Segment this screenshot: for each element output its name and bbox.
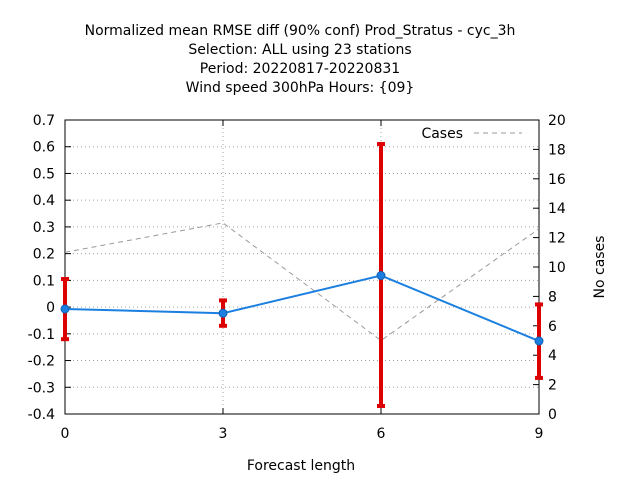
y2-tick-label: 12 — [548, 231, 566, 247]
y-tick-label: 0.1 — [33, 273, 55, 289]
y2-tick-label: 14 — [548, 201, 566, 217]
y2-axis-label: No cases — [592, 236, 608, 299]
data-point — [218, 308, 228, 318]
x-axis-label: Forecast length — [247, 458, 355, 474]
y2-tick-label: 20 — [548, 113, 566, 129]
title-line-3: Period: 20220817-20220831 — [200, 61, 400, 77]
y-tick-label: -0.4 — [28, 407, 55, 423]
y-tick-label: -0.2 — [28, 354, 55, 370]
title-line-2: Selection: ALL using 23 stations — [188, 42, 411, 58]
y2-tick-label: 0 — [548, 407, 557, 423]
y2-tick-label: 4 — [548, 348, 557, 364]
x-tick-label: 6 — [377, 426, 386, 442]
y-tick-label: -0.3 — [28, 380, 55, 396]
data-point — [376, 271, 386, 281]
plot-frame — [64, 119, 540, 415]
x-tick-label: 9 — [535, 426, 544, 442]
y2-tick-label: 6 — [548, 319, 557, 335]
legend: Cases — [421, 126, 522, 142]
legend-label-cases: Cases — [421, 126, 463, 142]
y2-tick-label: 16 — [548, 172, 566, 188]
title-line-1: Normalized mean RMSE diff (90% conf) Pro… — [85, 23, 516, 39]
y-axis-ticks: -0.4 -0.3 -0.2 -0.1 0 0.1 0.2 0.3 0.4 0.5 0.6 0.7 — [28, 113, 71, 423]
y-tick-label: 0.6 — [33, 140, 55, 156]
y-tick-label: 0.7 — [33, 113, 55, 129]
y2-tick-label: 8 — [548, 289, 557, 305]
chart-title: Normalized mean RMSE diff (90% conf) Pro… — [85, 23, 516, 96]
rmse-diff-line — [64, 274, 540, 342]
cases-line — [64, 222, 540, 342]
x-tick-label: 0 — [61, 426, 70, 442]
series-layer — [60, 142, 544, 408]
y-tick-label: 0.5 — [33, 166, 55, 182]
grid — [65, 120, 539, 414]
y-tick-label: 0.2 — [33, 247, 55, 263]
y2-tick-label: 2 — [548, 378, 557, 394]
y-tick-label: -0.1 — [28, 327, 55, 343]
y-tick-label: 0.3 — [33, 220, 55, 236]
data-point — [60, 304, 70, 314]
x-tick-label: 3 — [219, 426, 228, 442]
y-tick-label: 0.4 — [33, 193, 55, 209]
y-tick-label: 0 — [46, 300, 55, 316]
y2-tick-label: 18 — [548, 142, 566, 158]
y2-tick-label: 10 — [548, 260, 566, 276]
x-axis-ticks: 0 3 6 9 — [61, 120, 544, 442]
title-line-4: Wind speed 300hPa Hours: {09} — [186, 80, 415, 96]
data-point — [534, 336, 544, 346]
